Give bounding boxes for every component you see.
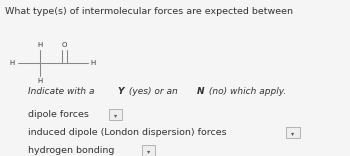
- FancyBboxPatch shape: [108, 109, 122, 120]
- Text: What type(s) of intermolecular forces are expected between: What type(s) of intermolecular forces ar…: [5, 7, 296, 16]
- Text: H: H: [38, 42, 43, 48]
- Text: ▾: ▾: [147, 149, 150, 154]
- Text: (no) which apply.: (no) which apply.: [206, 87, 286, 96]
- Text: induced dipole (London dispersion) forces: induced dipole (London dispersion) force…: [28, 128, 227, 137]
- Text: ▾: ▾: [114, 113, 117, 119]
- Text: H: H: [90, 60, 96, 66]
- Text: Y: Y: [118, 87, 124, 96]
- Text: Indicate with a: Indicate with a: [28, 87, 97, 96]
- Text: ▾: ▾: [292, 131, 295, 136]
- FancyBboxPatch shape: [141, 145, 155, 156]
- Text: H: H: [9, 60, 15, 66]
- Text: hydrogen bonding: hydrogen bonding: [28, 146, 114, 155]
- Text: dipole forces: dipole forces: [28, 110, 89, 119]
- Text: O: O: [62, 42, 68, 48]
- Text: (yes) or an: (yes) or an: [126, 87, 181, 96]
- Text: N: N: [196, 87, 204, 96]
- Text: H: H: [38, 78, 43, 84]
- FancyBboxPatch shape: [286, 127, 300, 138]
